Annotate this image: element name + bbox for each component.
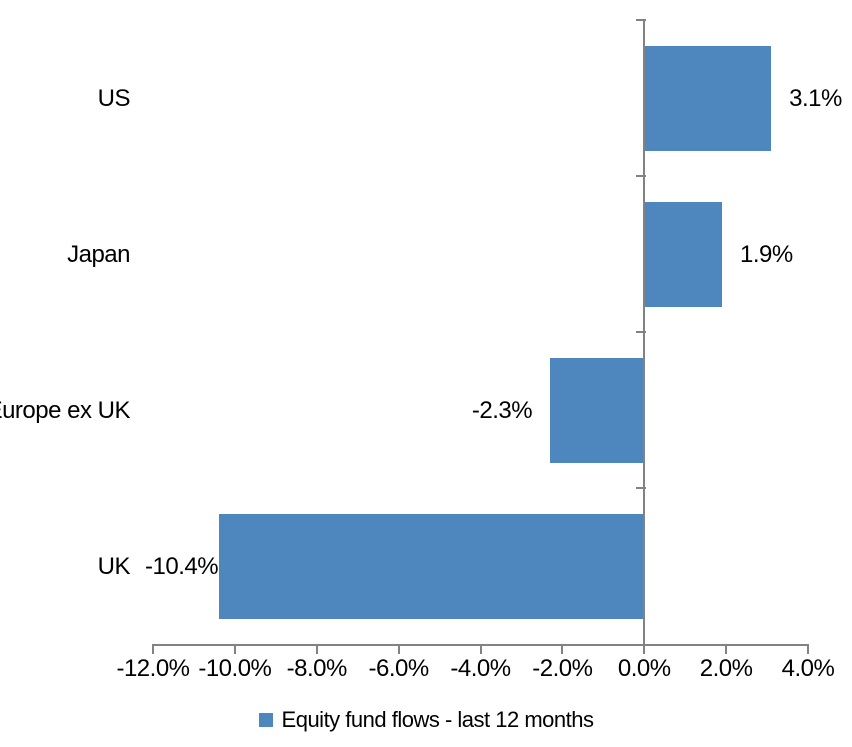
x-axis-tick-label: -6.0% xyxy=(368,655,430,682)
x-axis-tick xyxy=(807,644,809,654)
x-axis-tick xyxy=(152,644,154,654)
x-axis-tick-label: 0.0% xyxy=(617,655,671,682)
category-label: US xyxy=(97,84,131,112)
category-axis-tick xyxy=(636,487,646,489)
bar-value-label: -10.4% xyxy=(145,552,219,580)
legend-series-marker xyxy=(258,713,273,727)
bar-value-label: 1.9% xyxy=(740,240,793,268)
legend: Equity fund flows - last 12 months xyxy=(0,703,852,737)
x-axis-tick xyxy=(233,644,236,654)
category-label: UK xyxy=(97,552,131,580)
zero-axis-line xyxy=(643,19,645,645)
category-axis-tick xyxy=(636,19,646,21)
x-axis-tick xyxy=(561,644,564,654)
x-axis-tick-label: 2.0% xyxy=(699,655,753,682)
x-axis-tick-label: -4.0% xyxy=(450,655,511,682)
legend-label: Equity fund flows - last 12 months xyxy=(281,707,594,732)
x-axis-tick-label: -2.0% xyxy=(532,655,593,682)
x-axis-tick-label: -10.0% xyxy=(198,655,272,682)
x-axis-tick xyxy=(315,644,318,654)
bar-us xyxy=(644,45,772,151)
bar-value-label: 3.1% xyxy=(789,84,842,112)
category-axis-tick xyxy=(636,175,646,177)
x-axis-tick xyxy=(643,644,646,654)
x-axis-tick-label: 4.0% xyxy=(781,655,835,682)
x-axis-tick xyxy=(397,644,400,654)
bar-uk xyxy=(218,513,644,619)
x-axis-tick-label: -12.0% xyxy=(116,655,190,682)
category-axis-tick xyxy=(636,331,646,333)
bar-europe-ex-uk xyxy=(550,357,644,463)
bar-japan xyxy=(644,201,723,307)
x-axis-tick xyxy=(479,644,482,654)
x-axis-tick-label: -8.0% xyxy=(286,655,348,682)
bar-value-label: -2.3% xyxy=(471,396,533,424)
category-label: Europe ex UK xyxy=(0,396,131,424)
x-axis-tick xyxy=(725,644,728,654)
category-label: Japan xyxy=(67,240,130,268)
